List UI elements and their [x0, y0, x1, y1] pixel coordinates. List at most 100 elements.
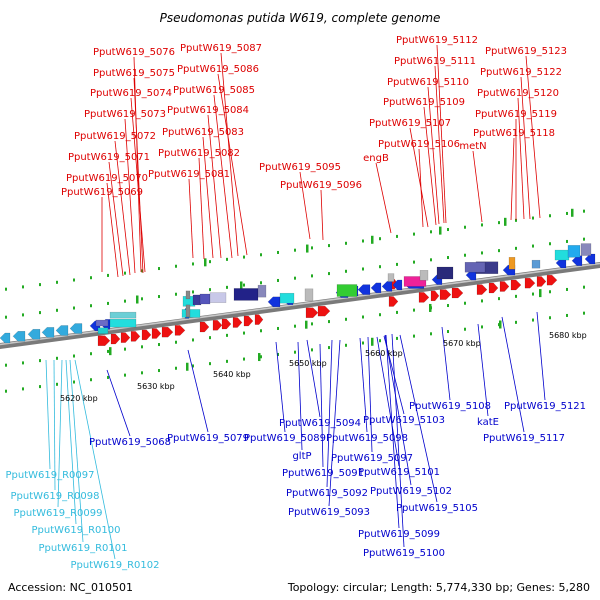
leader-line [213, 94, 233, 259]
tick-dot [260, 281, 262, 285]
tick-dot [5, 363, 7, 367]
leader-line [106, 369, 131, 437]
forward-gene-arrow [488, 282, 499, 294]
leader-line [130, 97, 146, 273]
gene-label-reverse: PputW619_5089 [244, 433, 326, 444]
tick-dot [396, 262, 398, 266]
rna-gene-arrow [0, 332, 11, 344]
scale-labels: 5620 kbp 5630 kbp 5640 kbp 5650 kbp 5660 kbp… [60, 331, 587, 403]
gene-label-forward: PputW619_5071 [68, 152, 150, 163]
leader-line [188, 178, 194, 259]
tick-dot [107, 349, 109, 353]
tick-dot [260, 253, 262, 257]
tick-dot [124, 271, 126, 275]
leader-line [133, 56, 142, 273]
gene-label-forward: PputW619_5123 [485, 46, 567, 57]
tick-dot [124, 347, 126, 351]
tick-dot [311, 348, 313, 352]
gene-label-reverse: katE [477, 417, 499, 428]
leader-line [375, 162, 392, 234]
gene-feature-box [419, 270, 429, 281]
tick-dot [396, 336, 398, 340]
forward-gene-arrow [212, 319, 223, 331]
gene-label-reverse: PputW619_5105 [396, 503, 478, 514]
forward-gene-arrow [305, 307, 319, 318]
leader-line [297, 341, 303, 451]
tick-dot [124, 373, 126, 377]
gene-feature-box [436, 266, 454, 280]
gene-label-forward: PputW619_5075 [93, 68, 175, 79]
tick-dot [498, 249, 500, 253]
tick-dot [532, 292, 534, 296]
leader-line [520, 76, 531, 220]
gene-feature-box [181, 309, 201, 318]
gene-label-forward: PputW619_5110 [387, 77, 469, 88]
tick-dot [158, 343, 160, 347]
tick-dot [464, 225, 466, 229]
tick-dot [532, 244, 534, 248]
tick-dot [243, 255, 245, 259]
tick-dot [294, 324, 296, 328]
gene-feature-box [531, 259, 541, 269]
tick-dot [549, 242, 551, 246]
rna-gene-arrow [41, 327, 55, 338]
tick-dot [413, 308, 415, 312]
gene-label-reverse: PputW619_5101 [358, 467, 440, 478]
accession-text: Accession: NC_010501 [8, 581, 134, 594]
tick-dot [379, 313, 381, 317]
gene-label-forward: PputW619_5086 [177, 64, 259, 75]
gene-label-forward: PputW619_5072 [74, 131, 156, 142]
leader-line [45, 359, 51, 470]
tick-dot [243, 283, 245, 287]
major-tick [109, 347, 112, 356]
forward-gene-arrow [97, 335, 111, 347]
reverse-gene-arrow [370, 282, 382, 294]
tick-dot [39, 311, 41, 315]
tick-dot [481, 251, 483, 255]
tick-dot [226, 285, 228, 289]
leader-line [385, 334, 400, 529]
tick-dot [73, 306, 75, 310]
forward-gene-arrow [141, 329, 152, 341]
tick-dot [311, 322, 313, 326]
leader-line [359, 337, 368, 433]
gene-label-forward: PputW619_5084 [167, 105, 249, 116]
gene-label-rna: PputW619_R0100 [31, 525, 120, 536]
tick-dot [192, 262, 194, 266]
tick-dot [107, 301, 109, 305]
tick-dot [192, 364, 194, 368]
tick-dot [328, 320, 330, 324]
major-tick [204, 258, 207, 267]
gene-label-rna: PputW619_R0098 [10, 491, 99, 502]
tick-dot [277, 278, 279, 282]
tick-dot [328, 272, 330, 276]
gene-label-forward: PputW619_5073 [84, 109, 166, 120]
tick-dot [243, 331, 245, 335]
forward-gene-arrow [418, 292, 430, 303]
leader-line [124, 118, 136, 274]
leader-line [106, 182, 119, 278]
forward-gene-arrow [536, 276, 547, 287]
gene-label-reverse: PputW619_5099 [358, 529, 440, 540]
tick-dot [277, 326, 279, 330]
tick-dot [345, 317, 347, 321]
tick-dot [22, 313, 24, 317]
tick-dot [209, 336, 211, 340]
gene-feature-box [109, 318, 137, 328]
tick-dot [107, 375, 109, 379]
tick-dot [141, 371, 143, 375]
tick-dot [175, 340, 177, 344]
rna-gene-arrow [69, 323, 83, 334]
gene-feature-box [554, 249, 570, 261]
rna-gene-arrow [55, 325, 69, 336]
gene-feature-box [336, 284, 358, 297]
tick-dot [345, 343, 347, 347]
tick-dot [464, 327, 466, 331]
leader-line [74, 359, 116, 560]
leader-line [434, 65, 445, 224]
tick-dot [175, 292, 177, 296]
leader-line [187, 349, 209, 433]
gene-label-forward: metN [459, 141, 486, 152]
forward-gene-arrow [161, 326, 174, 338]
gene-label-reverse: PputW619_5091 [282, 468, 364, 479]
